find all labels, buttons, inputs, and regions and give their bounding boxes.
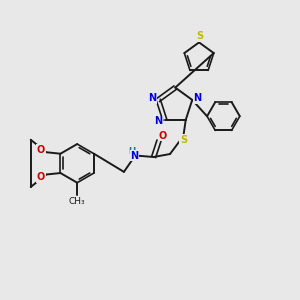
Text: O: O xyxy=(158,130,167,141)
Text: CH₃: CH₃ xyxy=(69,196,85,206)
Text: S: S xyxy=(196,32,203,41)
Text: N: N xyxy=(130,151,138,160)
Text: O: O xyxy=(37,145,45,155)
Text: S: S xyxy=(180,135,187,145)
Text: H: H xyxy=(128,147,135,156)
Text: N: N xyxy=(194,93,202,103)
Text: O: O xyxy=(37,172,45,182)
Text: N: N xyxy=(154,116,162,126)
Text: N: N xyxy=(148,93,156,103)
